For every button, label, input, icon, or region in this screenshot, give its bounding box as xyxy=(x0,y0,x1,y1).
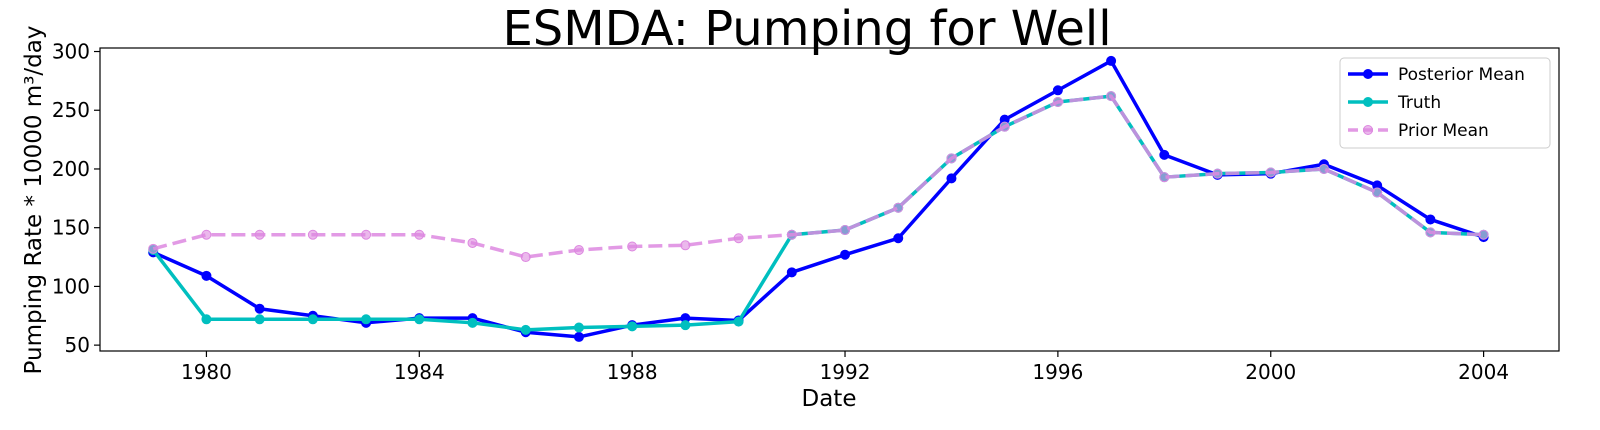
posterior-mean-line xyxy=(152,59,1485,339)
x-tick-label: 1984 xyxy=(394,360,445,384)
y-tick-label: 300 xyxy=(52,40,90,64)
prior-mean-point xyxy=(1212,168,1223,179)
y-tick-label: 250 xyxy=(52,98,90,122)
prior-mean-point xyxy=(680,240,691,251)
prior-mean-point xyxy=(1106,91,1117,102)
prior-mean-point xyxy=(1052,97,1063,108)
posterior-mean-point xyxy=(946,173,957,184)
truth-point xyxy=(414,314,425,325)
truth-point xyxy=(467,317,478,328)
prior-mean-point xyxy=(786,229,797,240)
x-axis: 1980 1984 1988 1992 1996 2000 2004 xyxy=(181,351,1509,384)
x-tick-label: 2000 xyxy=(1245,360,1296,384)
y-tick-label: 50 xyxy=(65,333,90,357)
posterior-mean-point xyxy=(254,303,265,314)
truth-point xyxy=(254,314,265,325)
posterior-mean-point xyxy=(1425,214,1436,225)
prior-mean-point xyxy=(1478,229,1489,240)
posterior-mean-point xyxy=(893,233,904,244)
legend-label-truth: Truth xyxy=(1397,93,1441,113)
legend-marker-truth xyxy=(1363,97,1373,107)
posterior-mean-point xyxy=(1106,55,1117,66)
plot-area xyxy=(99,47,1560,352)
posterior-mean-point xyxy=(573,331,584,342)
y-tick-label: 150 xyxy=(52,216,90,240)
prior-mean-point xyxy=(946,153,957,164)
legend: Posterior Mean Truth Prior Mean xyxy=(1339,57,1551,149)
truth-point xyxy=(520,324,531,335)
truth-point xyxy=(627,321,638,332)
series-layer xyxy=(148,55,1489,342)
prior-mean-point xyxy=(1425,227,1436,238)
x-tick-label: 1996 xyxy=(1032,360,1083,384)
prior-mean-point xyxy=(1318,163,1329,174)
prior-mean-point xyxy=(201,229,212,240)
prior-mean-point xyxy=(307,229,318,240)
legend-marker-posterior-mean xyxy=(1363,69,1373,79)
truth-point xyxy=(733,316,744,327)
prior-mean-point xyxy=(1159,172,1170,183)
x-tick-label: 1980 xyxy=(181,360,232,384)
legend-marker-prior-mean xyxy=(1363,125,1373,135)
truth-line xyxy=(151,94,1484,332)
prior-mean-point xyxy=(254,229,265,240)
posterior-mean-point xyxy=(201,270,212,281)
x-tick-label: 1992 xyxy=(820,360,871,384)
posterior-mean-point xyxy=(786,267,797,278)
prior-mean-point xyxy=(1372,187,1383,198)
prior-mean-point xyxy=(1265,167,1276,178)
posterior-mean-point xyxy=(840,249,851,260)
prior-mean-point xyxy=(893,202,904,213)
y-tick-label: 200 xyxy=(52,157,90,181)
posterior-mean-point xyxy=(1159,149,1170,160)
prior-mean-point xyxy=(520,252,531,263)
truth-point xyxy=(307,314,318,325)
prior-mean-point xyxy=(627,241,638,252)
y-axis: 50 100 150 200 250 300 xyxy=(52,40,100,357)
prior-mean-line xyxy=(152,94,1484,259)
prior-mean-point xyxy=(840,225,851,236)
truth-point xyxy=(201,314,212,325)
prior-mean-point xyxy=(573,245,584,255)
prior-mean-point xyxy=(414,229,425,240)
x-tick-label: 2004 xyxy=(1458,360,1509,384)
truth-point xyxy=(680,320,691,331)
prior-mean-point xyxy=(148,243,159,254)
y-axis-label: Pumping Rate * 10000 m³/day xyxy=(21,26,47,375)
x-axis-label: Date xyxy=(802,386,857,412)
prior-mean-point xyxy=(733,233,744,244)
prior-mean-point xyxy=(999,121,1010,132)
x-tick-label: 1988 xyxy=(607,360,658,384)
y-tick-label: 100 xyxy=(52,274,90,298)
legend-label-prior-mean: Prior Mean xyxy=(1398,121,1489,141)
prior-mean-point xyxy=(467,237,478,248)
legend-box xyxy=(1339,57,1551,149)
prior-mean-point xyxy=(361,229,372,240)
legend-label-posterior-mean: Posterior Mean xyxy=(1398,65,1525,85)
truth-point xyxy=(361,314,372,325)
posterior-mean-point xyxy=(1052,85,1063,96)
truth-point xyxy=(573,322,584,333)
